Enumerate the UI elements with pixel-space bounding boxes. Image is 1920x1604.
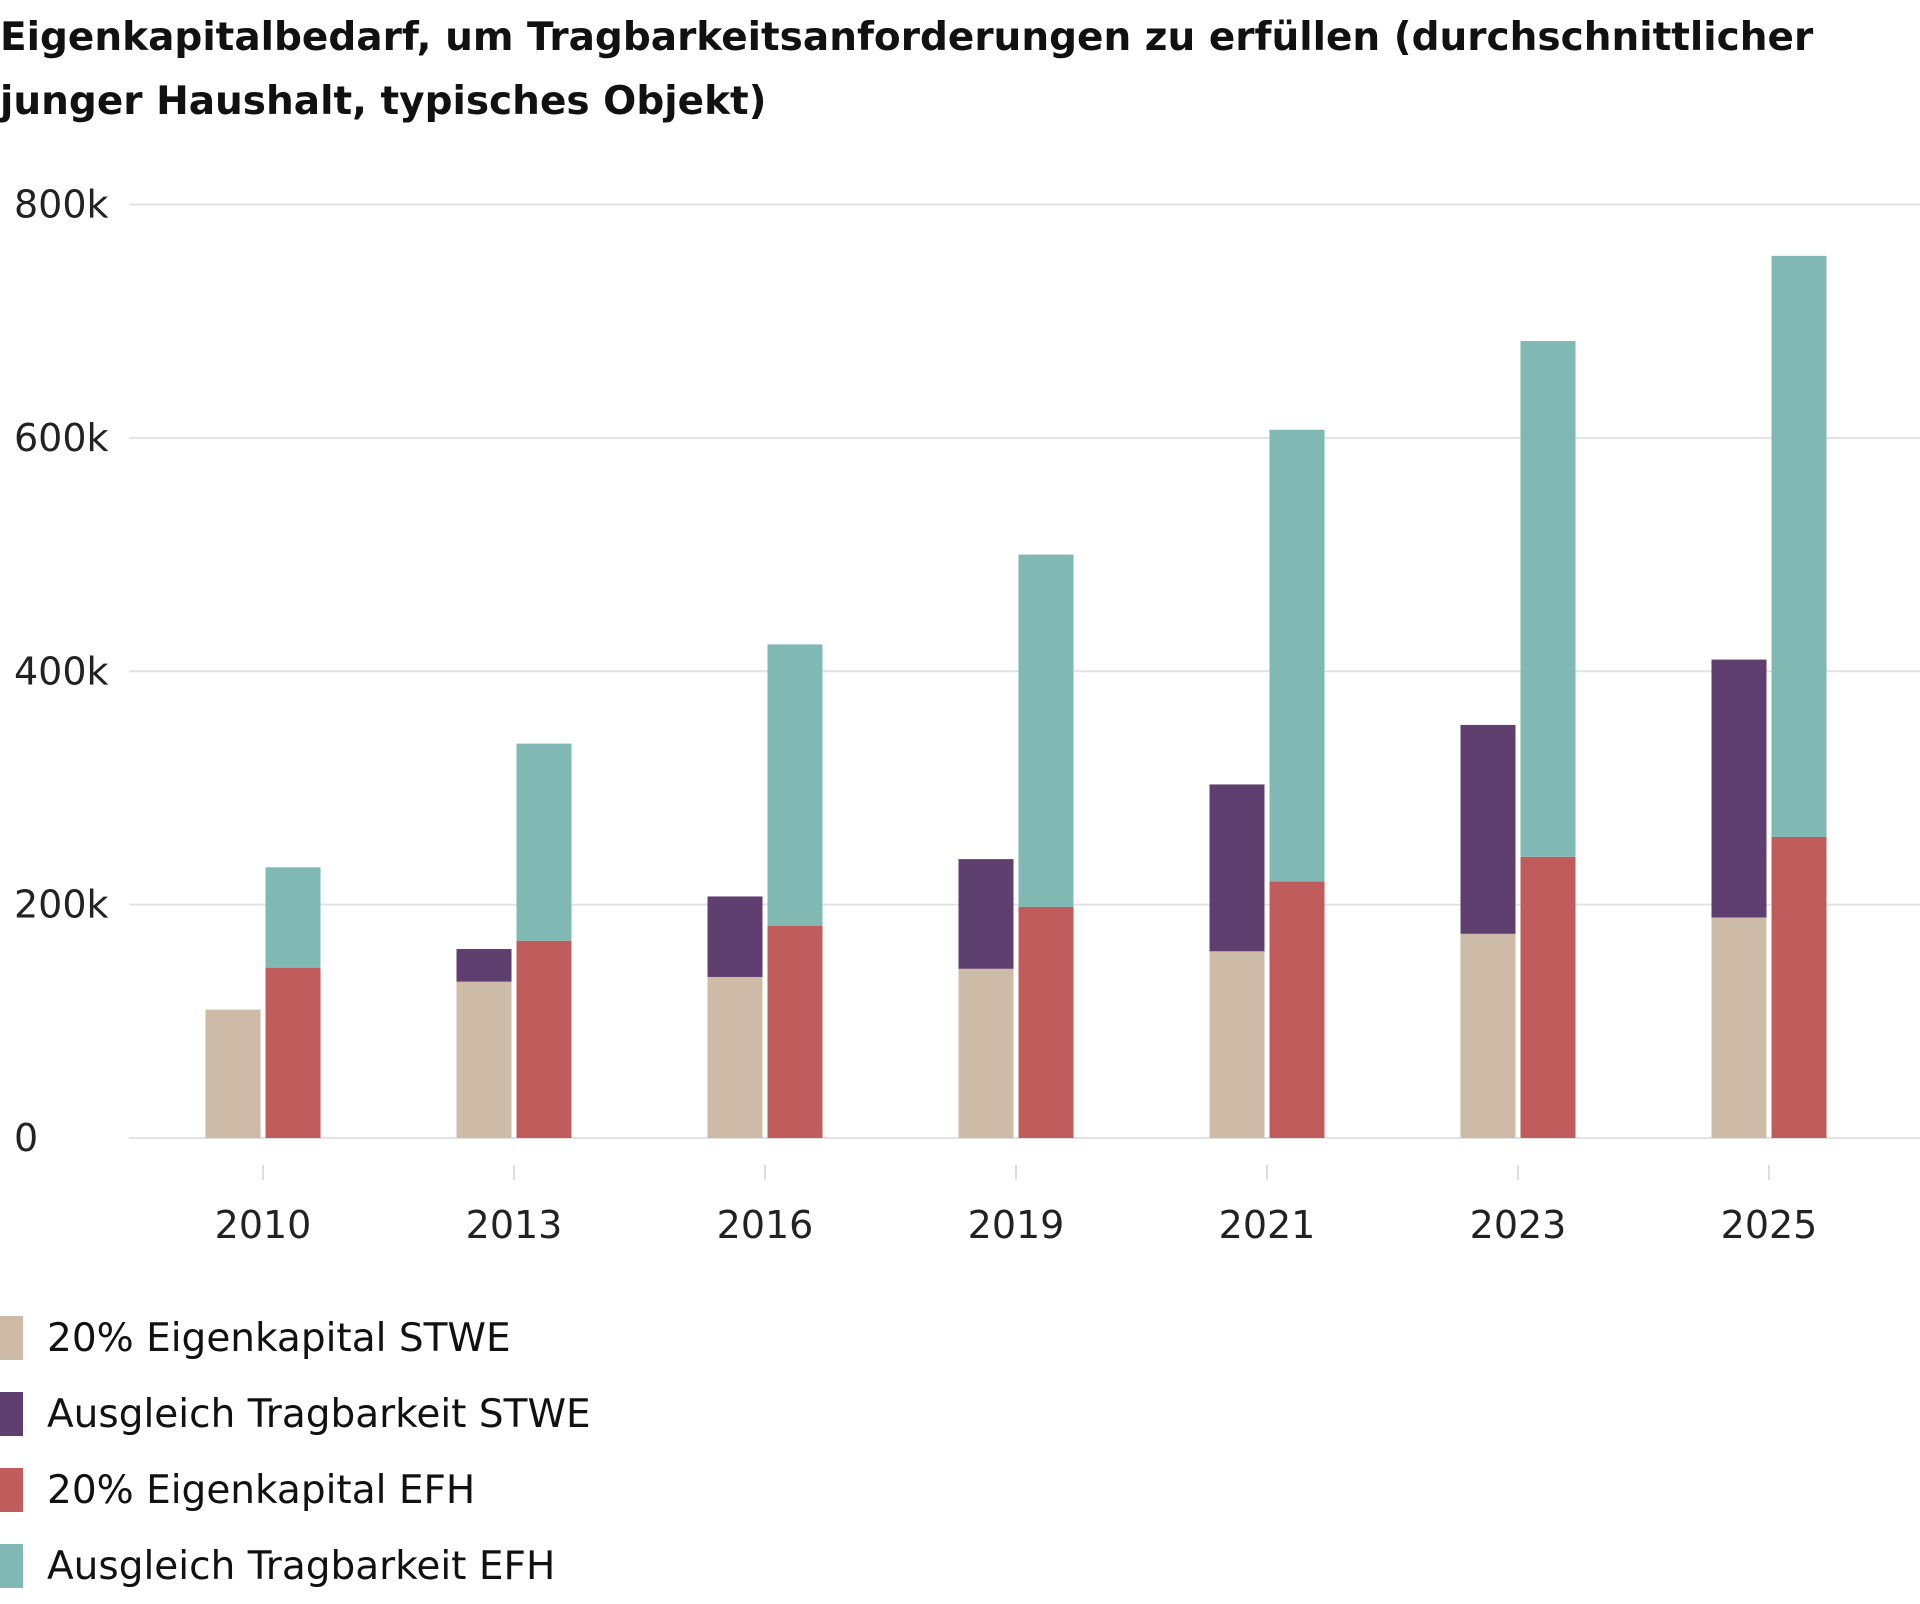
bar-20-eigenkapital-efh-2019: [1018, 906, 1074, 1138]
bar-ausgleich-tragbarkeit-efh-2013: [516, 743, 572, 941]
x-tick-label: 2010: [215, 1203, 312, 1247]
legend-item: 20% Eigenkapital STWE: [0, 1300, 591, 1376]
y-tick-label: 200k: [14, 883, 109, 927]
bar-20-eigenkapital-stwe-2025: [1711, 917, 1767, 1138]
bar-ausgleich-tragbarkeit-efh-2023: [1520, 341, 1576, 857]
bar-ausgleich-tragbarkeit-efh-2021: [1269, 429, 1325, 882]
chart-title: Eigenkapitalbedarf, um Tragbarkeitsanfor…: [0, 15, 1814, 124]
x-tick-label: 2019: [968, 1203, 1065, 1247]
bar-ausgleich-tragbarkeit-efh-2016: [767, 644, 823, 926]
bar-20-eigenkapital-stwe-2013: [456, 981, 512, 1138]
bar-20-eigenkapital-efh-2025: [1771, 836, 1827, 1138]
x-tick-label: 2023: [1470, 1203, 1567, 1247]
legend-item: 20% Eigenkapital EFH: [0, 1452, 591, 1528]
legend-label: 20% Eigenkapital STWE: [47, 1315, 511, 1361]
bar-ausgleich-tragbarkeit-efh-2019: [1018, 554, 1074, 907]
bar-20-eigenkapital-stwe-2010: [205, 1009, 261, 1138]
legend-swatch: [0, 1468, 23, 1512]
y-tick-label: 600k: [14, 416, 109, 460]
bar-20-eigenkapital-efh-2013: [516, 940, 572, 1138]
legend-label: Ausgleich Tragbarkeit STWE: [47, 1391, 591, 1437]
legend-label: 20% Eigenkapital EFH: [47, 1467, 476, 1513]
bar-ausgleich-tragbarkeit-efh-2025: [1771, 255, 1827, 837]
bar-20-eigenkapital-stwe-2023: [1460, 933, 1516, 1138]
x-tick-label: 2025: [1721, 1203, 1818, 1247]
x-tick-label: 2013: [466, 1203, 563, 1247]
y-tick-label: 800k: [14, 183, 109, 227]
legend-swatch: [0, 1392, 23, 1436]
bar-20-eigenkapital-efh-2010: [265, 967, 321, 1138]
bar-ausgleich-tragbarkeit-stwe-2023: [1460, 724, 1516, 934]
bar-20-eigenkapital-efh-2016: [767, 925, 823, 1138]
bar-ausgleich-tragbarkeit-stwe-2021: [1209, 784, 1265, 952]
y-tick-label: 400k: [14, 649, 109, 693]
legend-item: Ausgleich Tragbarkeit STWE: [0, 1376, 591, 1452]
bar-ausgleich-tragbarkeit-stwe-2016: [707, 896, 763, 977]
bar-ausgleich-tragbarkeit-stwe-2025: [1711, 659, 1767, 918]
legend-label: Ausgleich Tragbarkeit EFH: [47, 1543, 556, 1589]
bar-ausgleich-tragbarkeit-stwe-2019: [958, 859, 1014, 969]
bar-20-eigenkapital-stwe-2021: [1209, 951, 1265, 1138]
x-tick-label: 2016: [717, 1203, 814, 1247]
bar-20-eigenkapital-efh-2021: [1269, 881, 1325, 1138]
bar-20-eigenkapital-stwe-2019: [958, 968, 1014, 1138]
bar-ausgleich-tragbarkeit-efh-2010: [265, 867, 321, 968]
bar-chart: 0 200k 400k 600k 800k 2010 2013 2016 2019 2021 202…: [14, 183, 1920, 1247]
bar-ausgleich-tragbarkeit-stwe-2013: [456, 948, 512, 982]
legend-swatch: [0, 1316, 23, 1360]
bar-20-eigenkapital-efh-2023: [1520, 856, 1576, 1138]
legend: 20% Eigenkapital STWE Ausgleich Tragbarke…: [0, 1300, 591, 1604]
bar-20-eigenkapital-stwe-2016: [707, 976, 763, 1138]
x-tick-label: 2021: [1219, 1203, 1316, 1247]
y-tick-label: 0: [14, 1116, 38, 1160]
legend-swatch: [0, 1544, 23, 1588]
legend-item: Ausgleich Tragbarkeit EFH: [0, 1528, 591, 1604]
